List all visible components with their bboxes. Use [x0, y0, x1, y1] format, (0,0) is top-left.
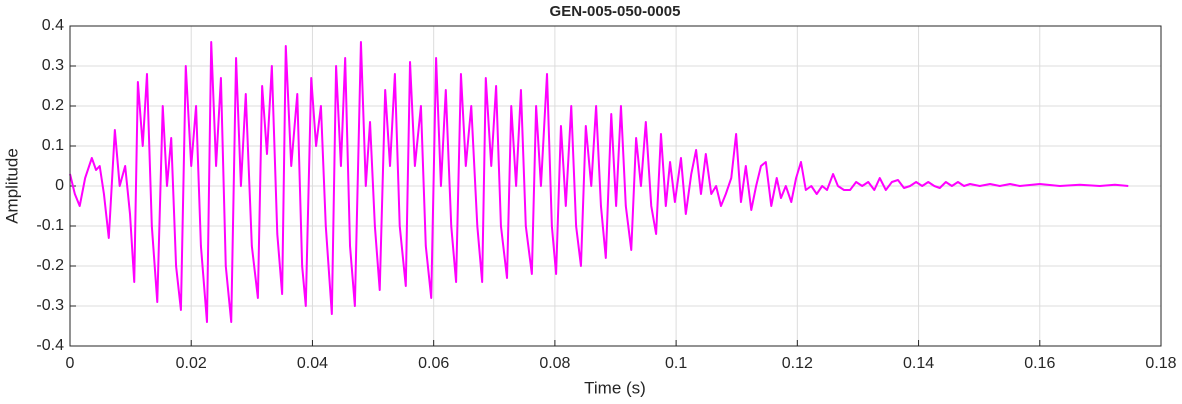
x-tick-label: 0.16 — [1024, 355, 1055, 372]
y-tick-label: -0.4 — [36, 337, 64, 354]
x-tick-label: 0.1 — [665, 355, 687, 372]
x-tick-label: 0.18 — [1145, 355, 1176, 372]
tick-labels: 0 0.02 0.04 0.06 0.08 0.1 0.12 0.14 0.16 0.18 -0.4… — [36, 17, 1176, 372]
y-tick-label: 0.3 — [42, 57, 64, 74]
x-tick-label: 0.14 — [903, 355, 934, 372]
x-axis-label: Time (s) — [584, 378, 646, 397]
y-tick-label: 0.1 — [42, 137, 64, 154]
waveform-line — [69, 41, 1129, 323]
y-tick-label: -0.3 — [36, 297, 64, 314]
x-tick-label: 0.06 — [418, 355, 449, 372]
plot-area — [69, 41, 1129, 323]
y-axis-label: Amplitude — [2, 148, 21, 224]
axes-box — [69, 25, 1162, 347]
y-tick-label: -0.1 — [36, 217, 64, 234]
y-tick-label: 0 — [55, 177, 64, 194]
x-tick-label: 0.12 — [782, 355, 813, 372]
x-tick-label: 0.04 — [297, 355, 328, 372]
x-tick-label: 0 — [66, 355, 75, 372]
chart-title: GEN-005-050-0005 — [550, 3, 681, 20]
y-tick-label: 0.4 — [42, 17, 64, 34]
x-tick-label: 0.08 — [539, 355, 570, 372]
y-tick-label: 0.2 — [42, 97, 64, 114]
x-tick-label: 0.02 — [176, 355, 207, 372]
y-tick-label: -0.2 — [36, 257, 64, 274]
